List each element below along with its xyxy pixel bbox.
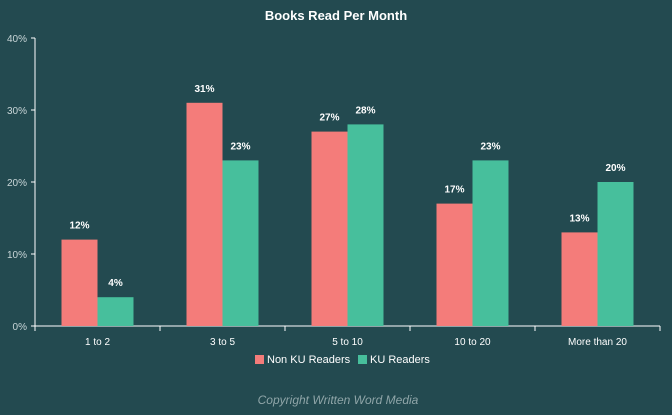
bar-ku bbox=[222, 160, 259, 326]
data-label: 17% bbox=[444, 185, 464, 196]
data-label: 23% bbox=[230, 141, 250, 152]
legend-label: Non KU Readers bbox=[267, 354, 351, 366]
bar-ku bbox=[97, 297, 134, 326]
y-tick-label: 30% bbox=[7, 106, 27, 117]
data-label: 31% bbox=[194, 84, 214, 95]
y-tick-label: 40% bbox=[7, 34, 27, 45]
data-label: 13% bbox=[569, 213, 589, 224]
x-tick-label: 5 to 10 bbox=[332, 337, 363, 348]
data-labels: 12% 31% 27% 17% 13% 4% 23% 28% 23% 20% bbox=[69, 84, 625, 289]
bar-ku bbox=[597, 182, 634, 326]
x-tick-label: 10 to 20 bbox=[454, 337, 491, 348]
bar-non-ku bbox=[561, 232, 598, 326]
bar-non-ku bbox=[61, 239, 98, 326]
bar-non-ku bbox=[311, 131, 348, 326]
bar-ku bbox=[347, 124, 384, 327]
y-tick-label: 10% bbox=[7, 250, 27, 261]
data-label: 12% bbox=[69, 221, 89, 232]
y-axis: 0% 10% 20% 30% 40% bbox=[7, 34, 36, 333]
x-tick-label: More than 20 bbox=[568, 337, 627, 348]
chart-title: Books Read Per Month bbox=[265, 8, 407, 23]
data-label: 4% bbox=[108, 278, 123, 289]
bar-ku bbox=[472, 160, 509, 326]
bar-non-ku bbox=[436, 203, 473, 326]
legend: Non KU Readers KU Readers bbox=[255, 354, 430, 366]
copyright-text: Copyright Written Word Media bbox=[258, 393, 419, 407]
legend-label: KU Readers bbox=[370, 354, 430, 366]
x-tick-label: 3 to 5 bbox=[210, 337, 235, 348]
bars bbox=[61, 102, 634, 327]
y-tick-label: 20% bbox=[7, 178, 27, 189]
legend-swatch bbox=[255, 355, 264, 364]
data-label: 23% bbox=[480, 141, 500, 152]
x-tick-label: 1 to 2 bbox=[85, 337, 110, 348]
legend-swatch bbox=[358, 355, 367, 364]
data-label: 27% bbox=[319, 113, 339, 124]
bar-non-ku bbox=[186, 102, 223, 326]
data-label: 20% bbox=[605, 163, 625, 174]
x-axis: 1 to 2 3 to 5 5 to 10 10 to 20 More than 20 bbox=[34, 325, 661, 348]
y-tick-label: 0% bbox=[13, 322, 28, 333]
data-label: 28% bbox=[355, 105, 375, 116]
